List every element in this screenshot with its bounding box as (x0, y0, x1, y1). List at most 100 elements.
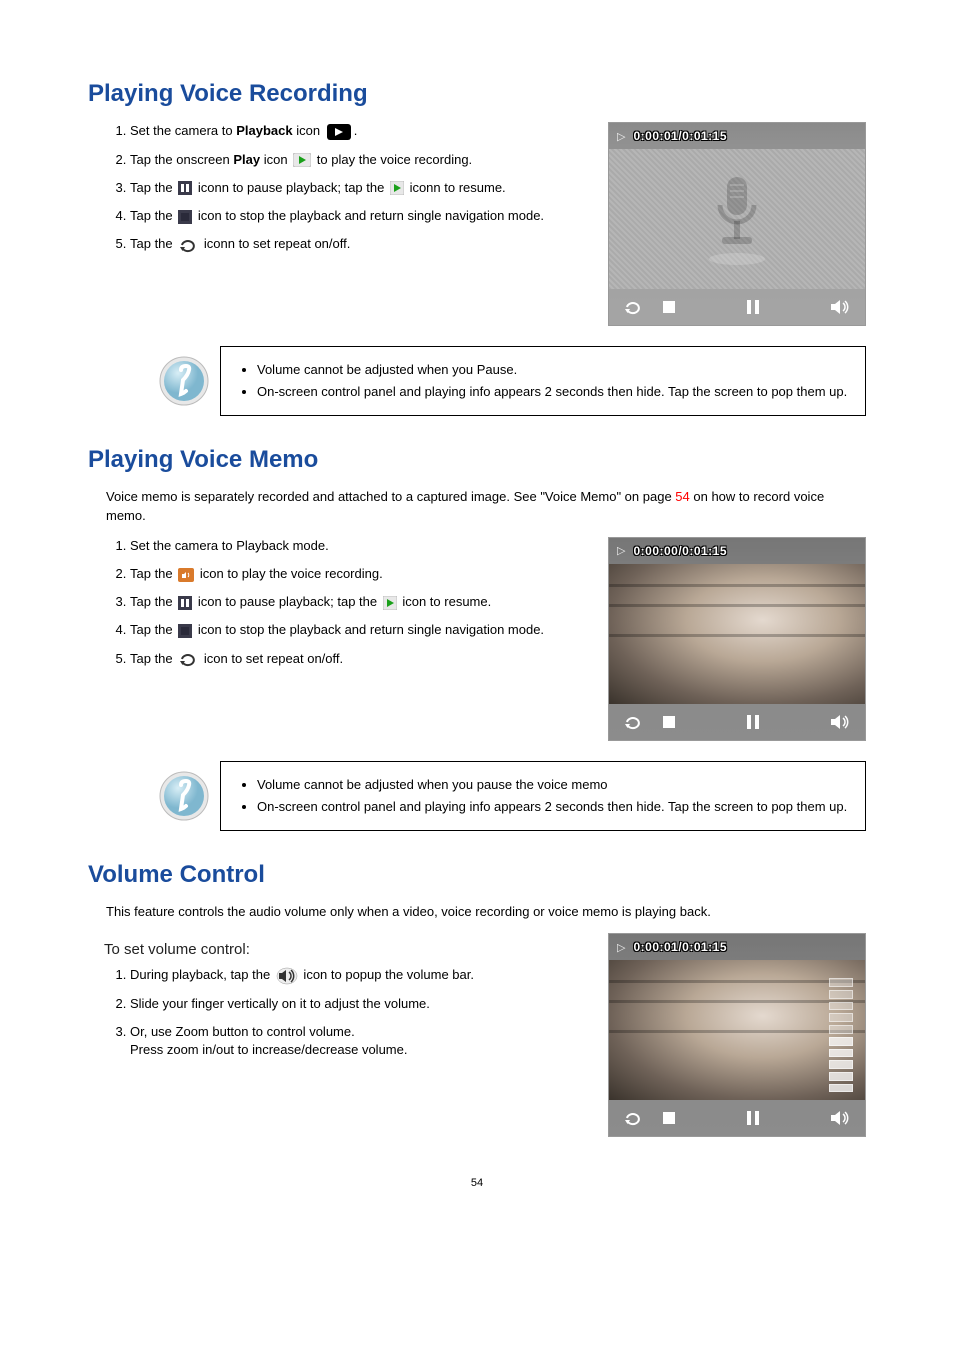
stop-icon (178, 210, 192, 224)
text: Tap the (130, 180, 176, 195)
screenshot-body (609, 564, 865, 704)
note-content: Volume cannot be adjusted when you Pause… (220, 346, 866, 416)
volume-bar-segment (829, 1060, 853, 1069)
page-link[interactable]: 54 (675, 489, 689, 504)
play-indicator-icon: ▷ (617, 544, 625, 557)
info-icon (148, 761, 220, 831)
stop-control-icon[interactable] (663, 1112, 675, 1124)
stop-control-icon[interactable] (663, 301, 675, 313)
heading: Playing Voice Recording (88, 80, 866, 108)
voice-memo-screenshot: ▷ 0:00:00/0:01:15 (608, 537, 866, 741)
screenshot-body (609, 149, 865, 289)
note-bullet: On-screen control panel and playing info… (257, 383, 849, 401)
text: to play the voice recording. (313, 152, 472, 167)
screenshot-topbar: ▷ 0:00:00/0:01:15 (609, 538, 865, 564)
play-small-icon (390, 181, 404, 195)
step-1: During playback, tap the icon to popup t… (130, 966, 590, 985)
voice-recording-screenshot: ▷ 0:00:01/0:01:15 (608, 122, 866, 326)
volume-bar-segment (829, 978, 853, 987)
text: Voice memo is separately recorded and at… (106, 489, 675, 504)
text: . (354, 123, 358, 138)
volume-bar-segment (829, 1037, 853, 1046)
step-5: Tap the icon to set repeat on/off. (130, 650, 590, 668)
text: icon to popup the volume bar. (300, 967, 474, 982)
note-bullet: On-screen control panel and playing info… (257, 798, 849, 816)
text: icon (293, 123, 324, 138)
screenshot-topbar: ▷ 0:00:01/0:01:15 (609, 123, 865, 149)
pause-control-icon[interactable] (747, 1111, 759, 1125)
stop-icon (178, 624, 192, 638)
volume-bar-slider[interactable] (829, 978, 853, 1092)
text: icon to play the voice recording. (196, 566, 382, 581)
volume-control-screenshot: ▷ 0:00:01/0:01:15 (608, 933, 866, 1137)
step-4: Tap the icon to stop the playback and re… (130, 621, 590, 639)
text: Press zoom in/out to increase/decrease v… (130, 1042, 407, 1057)
step-2: Tap the onscreen Play icon to play the v… (130, 151, 590, 169)
intro-paragraph: This feature controls the audio volume o… (106, 903, 866, 921)
text: Tap the (130, 622, 176, 637)
step-5: Tap the iconn to set repeat on/off. (130, 235, 590, 253)
playback-mode-icon (326, 123, 352, 141)
note-box: Volume cannot be adjusted when you pause… (148, 761, 866, 831)
content-row: Set the camera to Playback mode. Tap the… (88, 537, 866, 741)
text: icon to pause playback; tap the (194, 594, 380, 609)
play-icon (293, 153, 311, 167)
volume-control-icon[interactable] (831, 714, 851, 730)
text: Tap the (130, 208, 176, 223)
step-2: Slide your finger vertically on it to ad… (130, 995, 590, 1013)
steps-column: Set the camera to Playback mode. Tap the… (88, 537, 590, 678)
text: iconn to pause playback; tap the (194, 180, 388, 195)
step-1: Set the camera to Playback mode. (130, 537, 590, 555)
volume-icon (276, 967, 298, 985)
text: iconn to resume. (406, 180, 506, 195)
volume-control-icon[interactable] (831, 1110, 851, 1126)
screenshot-controls (609, 289, 865, 325)
volume-bar-segment (829, 990, 853, 999)
repeat-control-icon[interactable] (623, 299, 643, 315)
text: Tap the (130, 651, 176, 666)
repeat-control-icon[interactable] (623, 1110, 643, 1126)
text: Or, use Zoom button to control volume. (130, 1024, 355, 1039)
intro-paragraph: Voice memo is separately recorded and at… (106, 488, 866, 524)
repeat-icon (178, 651, 198, 667)
pause-control-icon[interactable] (747, 715, 759, 729)
stop-control-icon[interactable] (663, 716, 675, 728)
volume-control-icon[interactable] (831, 299, 851, 315)
note-bullet: Volume cannot be adjusted when you Pause… (257, 361, 849, 379)
steps-list: During playback, tap the icon to popup t… (88, 966, 590, 1059)
microphone-icon (702, 169, 772, 269)
note-content: Volume cannot be adjusted when you pause… (220, 761, 866, 831)
play-indicator-icon: ▷ (617, 130, 625, 143)
text: Tap the (130, 236, 176, 251)
text-bold: Play (233, 152, 260, 167)
timestamp: 0:00:01/0:01:15 (633, 129, 727, 143)
step-3: Tap the iconn to pause playback; tap the… (130, 179, 590, 197)
repeat-icon (178, 237, 198, 253)
note-bullet: Volume cannot be adjusted when you pause… (257, 776, 849, 794)
pause-icon (178, 596, 192, 610)
text: Tap the (130, 594, 176, 609)
screenshot-column: ▷ 0:00:00/0:01:15 (608, 537, 866, 741)
steps-column: Set the camera to Playback icon . Tap th… (88, 122, 590, 263)
heading: Volume Control (88, 861, 866, 889)
screenshot-topbar: ▷ 0:00:01/0:01:15 (609, 934, 865, 960)
step-3: Or, use Zoom button to control volume. P… (130, 1023, 590, 1059)
volume-bar-segment (829, 1002, 853, 1011)
text: iconn to set repeat on/off. (200, 236, 350, 251)
screenshot-controls (609, 704, 865, 740)
step-4: Tap the icon to stop the playback and re… (130, 207, 590, 225)
screenshot-column: ▷ 0:00:01/0:01:15 (608, 933, 866, 1137)
text: Set the camera to (130, 123, 236, 138)
timestamp: 0:00:01/0:01:15 (633, 940, 727, 954)
content-row: Set the camera to Playback icon . Tap th… (88, 122, 866, 326)
text: icon to stop the playback and return sin… (194, 208, 544, 223)
volume-bar-segment (829, 1013, 853, 1022)
section-playing-voice-memo: Playing Voice Memo Voice memo is separat… (88, 446, 866, 831)
screenshot-body (609, 960, 865, 1100)
pause-control-icon[interactable] (747, 300, 759, 314)
section-playing-voice-recording: Playing Voice Recording Set the camera t… (88, 80, 866, 416)
text: During playback, tap the (130, 967, 274, 982)
play-indicator-icon: ▷ (617, 941, 625, 954)
step-1: Set the camera to Playback icon . (130, 122, 590, 141)
repeat-control-icon[interactable] (623, 714, 643, 730)
